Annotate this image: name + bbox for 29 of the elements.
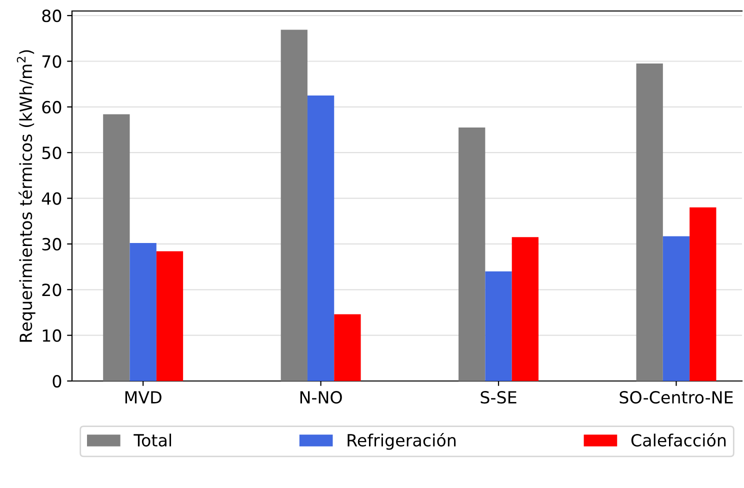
bar [334, 314, 361, 381]
y-tick-label: 80 [42, 10, 62, 22]
bar [103, 114, 130, 381]
bar [458, 127, 486, 381]
y-tick-label: 60 [42, 100, 62, 114]
bar [662, 236, 690, 381]
y-tick-label: 70 [42, 55, 62, 68]
bar [690, 207, 716, 381]
y-tick-label: 50 [42, 146, 62, 160]
x-tick-label: SO-Centro-NE [620, 391, 733, 404]
bar [485, 271, 512, 381]
bar [636, 64, 663, 381]
x-tick-label: N-NO [300, 391, 342, 404]
y-axis-title: Requerimientos térmicos (kWh/m$^{2}$) [16, 50, 36, 342]
legend-label: Total [134, 434, 172, 447]
y-tick-label: 40 [42, 192, 62, 205]
y-tick-label: 10 [42, 329, 62, 342]
x-tick-label: MVD [125, 391, 162, 404]
bar [307, 96, 334, 381]
bar [156, 251, 184, 381]
bar [280, 30, 308, 381]
y-tick-label: 20 [42, 284, 62, 296]
y-tick-label: 30 [42, 238, 62, 251]
y-tick-label: 0 [52, 374, 62, 388]
x-tick-label: S-SE [480, 391, 516, 404]
bar [130, 243, 156, 381]
bar [512, 237, 539, 381]
legend-label: Refrigeración [348, 433, 456, 450]
legend-label: Calefacción [631, 433, 726, 447]
